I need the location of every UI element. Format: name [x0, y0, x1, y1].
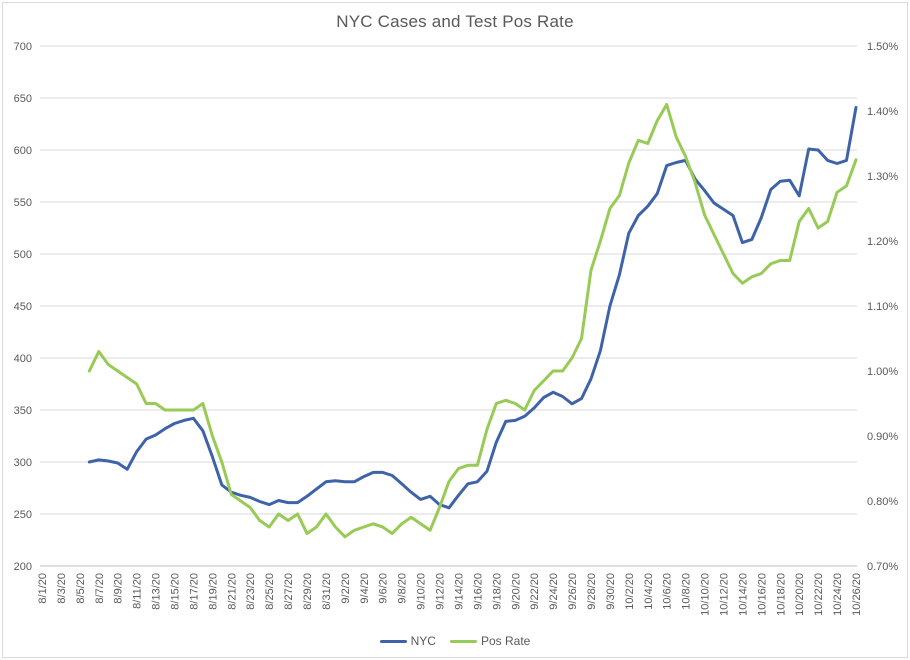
x-axis-tick-label: 8/13/20 — [151, 573, 163, 610]
x-axis-tick-label: 10/2/20 — [624, 573, 636, 610]
x-axis-tick-label: 10/24/20 — [832, 573, 844, 616]
x-axis-tick-label: 8/7/20 — [94, 573, 106, 604]
x-axis-tick-label: 10/4/20 — [643, 573, 655, 610]
x-axis-tick-label: 9/28/20 — [586, 573, 598, 610]
x-axis-tick-label: 8/1/20 — [37, 573, 49, 604]
x-axis-tick-label: 9/18/20 — [491, 573, 503, 610]
left-axis-tick-label: 350 — [14, 405, 32, 417]
left-axis-tick-label: 450 — [14, 301, 32, 313]
nyc-line-swatch-icon — [379, 639, 407, 643]
x-axis-tick-label: 10/22/20 — [813, 573, 825, 616]
right-axis-tick-label: 0.90% — [867, 431, 898, 443]
x-axis-tick-label: 9/12/20 — [435, 573, 447, 610]
right-axis-tick-label: 1.30% — [867, 171, 898, 183]
right-axis-tick-label: 1.10% — [867, 301, 898, 313]
x-axis-tick-label: 9/30/20 — [605, 573, 617, 610]
right-axis-tick-label: 1.50% — [867, 41, 898, 53]
left-axis-tick-label: 200 — [14, 561, 32, 573]
x-axis-tick-label: 10/10/20 — [700, 573, 712, 616]
nyc-line-series — [87, 105, 858, 510]
legend-item-nyc: NYC — [379, 634, 436, 648]
left-axis-tick-label: 600 — [14, 145, 32, 157]
legend-item-pos-rate: Pos Rate — [449, 634, 531, 648]
x-axis-tick-label: 8/23/20 — [245, 573, 257, 610]
x-axis-tick-label: 9/8/20 — [397, 573, 409, 604]
x-axis-tick-label: 8/9/20 — [113, 573, 125, 604]
x-axis-tick-label: 8/31/20 — [321, 573, 333, 610]
x-axis-tick-label: 8/15/20 — [170, 573, 182, 610]
x-axis-tick-label: 9/24/20 — [548, 573, 560, 610]
x-axis-tick-label: 10/12/20 — [718, 573, 730, 616]
x-axis-tick-label: 9/2/20 — [340, 573, 352, 604]
x-axis-tick-label: 9/14/20 — [453, 573, 465, 610]
right-axis-tick-label: 0.80% — [867, 496, 898, 508]
x-axis-tick-label: 8/11/20 — [132, 573, 144, 609]
x-axis-tick-label: 8/21/20 — [226, 573, 238, 610]
legend: NYC Pos Rate — [3, 634, 907, 648]
x-axis-tick-label: 8/19/20 — [207, 573, 219, 610]
chart-title: NYC Cases and Test Pos Rate — [336, 12, 574, 31]
x-axis-tick-label: 8/17/20 — [188, 573, 200, 610]
x-axis-tick-label: 10/8/20 — [681, 573, 693, 610]
x-axis-tick-label: 10/20/20 — [794, 573, 806, 616]
x-axis-tick-label: 9/16/20 — [472, 573, 484, 610]
x-axis-tick-label: 8/29/20 — [302, 573, 314, 610]
left-axis-tick-label: 700 — [14, 41, 32, 53]
pos-rate-line-series — [87, 103, 858, 539]
right-axis-tick-label: 1.00% — [867, 366, 898, 378]
x-axis-tick-label: 9/20/20 — [510, 573, 522, 610]
legend-label-nyc: NYC — [410, 634, 436, 648]
left-axis-tick-label: 250 — [14, 509, 32, 521]
x-axis-tick-label: 8/25/20 — [264, 573, 276, 610]
left-axis-tick-label: 300 — [14, 457, 32, 469]
x-axis-tick-label: 9/26/20 — [567, 573, 579, 610]
x-axis-tick-label: 9/22/20 — [529, 573, 541, 610]
x-axis-tick-label: 9/10/20 — [416, 573, 428, 610]
left-axis-tick-label: 400 — [14, 353, 32, 365]
x-axis-tick-label: 8/5/20 — [75, 573, 87, 604]
left-axis-tick-label: 550 — [14, 197, 32, 209]
x-axis-tick-label: 8/3/20 — [56, 573, 68, 604]
x-axis-tick-label: 10/26/20 — [851, 573, 863, 616]
x-axis-tick-label: 10/6/20 — [662, 573, 674, 610]
x-axis-tick-label: 9/6/20 — [378, 573, 390, 604]
left-axis-tick-label: 500 — [14, 249, 32, 261]
right-axis-tick-label: 1.20% — [867, 236, 898, 248]
pos-rate-line-swatch-icon — [449, 639, 477, 643]
x-axis-tick-label: 10/18/20 — [775, 573, 787, 616]
right-axis-tick-label: 1.40% — [867, 106, 898, 118]
left-axis-tick-label: 650 — [14, 93, 32, 105]
x-axis-tick-label: 10/16/20 — [756, 573, 768, 616]
plot-area: 700 650 600 550 500 450 400 350 300 250 200 1.50% 1.… — [14, 41, 899, 616]
x-axis-tick-label: 9/4/20 — [359, 573, 371, 604]
right-axis-tick-label: 0.70% — [867, 561, 898, 573]
legend-label-pos-rate: Pos Rate — [480, 634, 531, 648]
x-axis-tick-label: 10/14/20 — [737, 573, 749, 616]
x-axis-tick-label: 8/27/20 — [283, 573, 295, 610]
